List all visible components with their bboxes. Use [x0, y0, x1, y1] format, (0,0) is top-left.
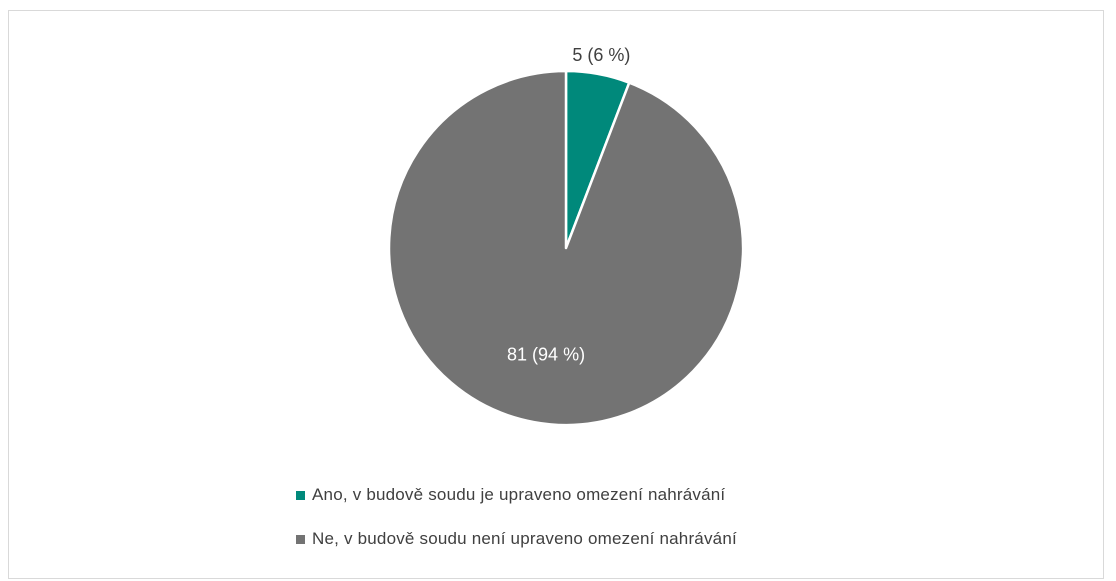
legend-label-ne: Ne, v budově soudu není upraveno omezení…	[312, 529, 737, 548]
chart-legend: Ano, v budově soudu je upraveno omezení …	[296, 484, 737, 572]
pie-data-label-0: 5 (6 %)	[572, 45, 630, 65]
legend-label-ano: Ano, v budově soudu je upraveno omezení …	[312, 485, 726, 504]
legend-swatch-ne	[296, 534, 305, 544]
pie-data-labels: 5 (6 %) 81 (94 %)	[507, 45, 630, 365]
pie-slice-1	[387, 69, 745, 427]
pie-slices	[387, 69, 745, 427]
legend-swatch-ano	[296, 490, 305, 500]
legend-item-ano: Ano, v budově soudu je upraveno omezení …	[296, 484, 737, 506]
legend-item-ne: Ne, v budově soudu není upraveno omezení…	[296, 528, 737, 550]
pie-data-label-1: 81 (94 %)	[507, 345, 585, 365]
